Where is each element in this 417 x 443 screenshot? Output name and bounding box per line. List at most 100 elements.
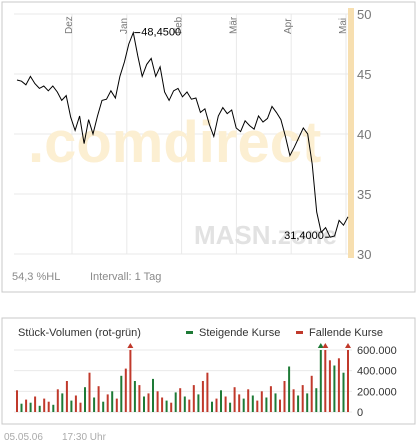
volume-bar bbox=[133, 381, 136, 412]
volume-bar bbox=[297, 395, 300, 412]
volume-bar bbox=[233, 387, 236, 412]
volume-bar bbox=[120, 375, 123, 412]
volume-bar bbox=[256, 400, 259, 412]
x-tick-label: Jan bbox=[119, 18, 130, 34]
volume-bar bbox=[111, 391, 114, 412]
volume-bar bbox=[34, 396, 37, 412]
volume-bar bbox=[47, 401, 50, 412]
legend-falling-swatch bbox=[296, 331, 303, 334]
volume-bar bbox=[288, 366, 291, 412]
volume-bar bbox=[220, 390, 222, 412]
legend-rising-swatch bbox=[186, 331, 193, 334]
volume-bar bbox=[301, 385, 304, 412]
volume-bar bbox=[265, 397, 268, 412]
volume-bar bbox=[251, 395, 254, 412]
x-axis-labels: Dez Jan Feb Mär Apr Mai bbox=[64, 16, 349, 34]
volume-bar bbox=[97, 386, 100, 412]
volume-bar bbox=[174, 392, 177, 412]
volume-bar bbox=[306, 393, 309, 412]
max-annotation-label: 48,4500 bbox=[141, 27, 181, 39]
price-annotations: 48,4500 31,4000 bbox=[134, 27, 330, 242]
y-tick-label: 30 bbox=[357, 247, 371, 262]
volume-bar bbox=[347, 350, 349, 412]
x-tick-label: Dez bbox=[64, 16, 75, 34]
volume-bar bbox=[247, 389, 250, 412]
volume-bar bbox=[183, 396, 186, 412]
overflow-arrow bbox=[322, 343, 329, 348]
volume-bar bbox=[229, 402, 232, 412]
volume-bar bbox=[179, 388, 182, 412]
volume-bar bbox=[333, 365, 336, 412]
volume-bar bbox=[147, 393, 150, 412]
volume-bar bbox=[115, 398, 118, 412]
volume-grid bbox=[14, 349, 352, 413]
interval-label: Intervall: 1 Tag bbox=[90, 271, 161, 283]
volume-bar bbox=[165, 400, 168, 412]
volume-bar bbox=[283, 381, 286, 412]
watermark-main: .comdirect bbox=[28, 110, 321, 175]
volume-bar bbox=[38, 405, 41, 412]
volume-tick-label: 0 bbox=[357, 407, 363, 419]
watermark-sub: MASN.zone bbox=[194, 220, 337, 250]
volume-title: Stück-Volumen (rot-grün) bbox=[18, 327, 141, 339]
volume-bar bbox=[161, 397, 164, 412]
overflow-arrow bbox=[317, 343, 324, 348]
y-axis-labels: 50 45 40 35 30 bbox=[357, 7, 371, 262]
volume-bar bbox=[138, 385, 141, 412]
volume-bar bbox=[188, 399, 191, 412]
volume-bar bbox=[25, 399, 28, 412]
volume-bar bbox=[88, 372, 91, 412]
volume-bar bbox=[192, 385, 195, 412]
x-tick-label: Mai bbox=[338, 18, 349, 34]
volume-bar bbox=[319, 350, 322, 412]
volume-bar bbox=[260, 391, 263, 412]
volume-bar bbox=[201, 381, 204, 412]
legend-rising-label: Steigende Kurse bbox=[199, 327, 280, 339]
volume-bar bbox=[20, 403, 23, 412]
volume-bar bbox=[129, 350, 132, 412]
volume-y-axis-labels: 600.000 400.000 200.000 0 bbox=[357, 345, 397, 419]
overflow-arrow bbox=[127, 343, 134, 348]
volume-bar bbox=[65, 381, 68, 412]
volume-bar bbox=[43, 398, 46, 412]
current-day-highlight bbox=[348, 8, 354, 258]
hl-label: 54,3 %HL bbox=[12, 271, 60, 283]
price-grid bbox=[14, 13, 352, 255]
volume-tick-label: 200.000 bbox=[357, 386, 397, 398]
volume-bar bbox=[337, 358, 340, 412]
volume-bar bbox=[156, 391, 159, 412]
volume-bar bbox=[124, 368, 127, 412]
y-tick-label: 50 bbox=[357, 7, 371, 22]
volume-bars bbox=[16, 343, 351, 412]
x-tick-label: Apr bbox=[283, 18, 294, 34]
min-annotation-label: 31,4000 bbox=[284, 230, 324, 242]
volume-bar bbox=[342, 372, 345, 412]
x-tick-label: Mär bbox=[228, 16, 239, 34]
legend-falling-label: Fallende Kurse bbox=[309, 327, 383, 339]
volume-bar bbox=[315, 388, 318, 412]
footer-date: 05.05.06 bbox=[4, 432, 43, 443]
price-line bbox=[16, 30, 349, 238]
volume-bar bbox=[292, 389, 295, 412]
volume-bar bbox=[61, 393, 64, 412]
volume-bar bbox=[310, 375, 313, 412]
volume-bar bbox=[238, 394, 241, 412]
volume-tick-label: 400.000 bbox=[357, 366, 397, 378]
volume-bar bbox=[56, 389, 59, 412]
volume-bar bbox=[70, 400, 73, 412]
volume-bar bbox=[106, 394, 109, 412]
volume-bar bbox=[269, 386, 272, 412]
x-tick-label: Feb bbox=[174, 16, 185, 34]
volume-bar bbox=[197, 394, 200, 412]
volume-bar bbox=[84, 387, 86, 412]
volume-bar bbox=[74, 395, 77, 412]
volume-bar bbox=[215, 398, 218, 412]
volume-bar bbox=[16, 390, 18, 412]
y-tick-label: 45 bbox=[357, 67, 371, 82]
volume-bar bbox=[93, 397, 96, 412]
volume-bar bbox=[279, 399, 281, 412]
volume-bar bbox=[143, 396, 145, 412]
volume-bar bbox=[102, 401, 105, 412]
volume-bar bbox=[152, 378, 154, 412]
